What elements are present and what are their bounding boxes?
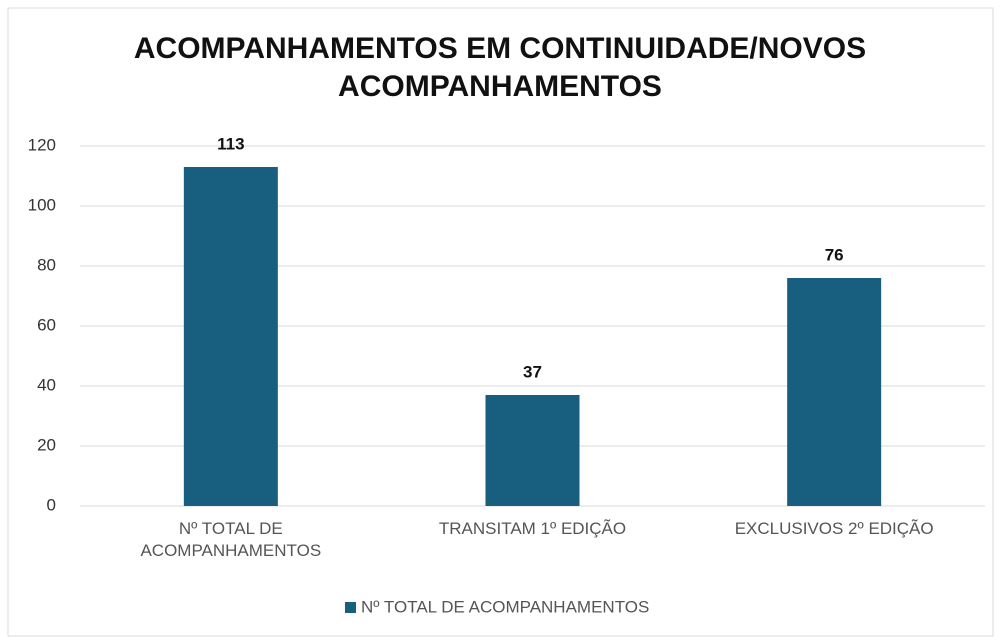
y-tick-label: 80 bbox=[37, 255, 56, 274]
y-tick-label: 100 bbox=[28, 195, 56, 214]
y-tick-label: 20 bbox=[37, 435, 56, 454]
legend-label: Nº TOTAL DE ACOMPANHAMENTOS bbox=[361, 597, 649, 616]
data-label: 113 bbox=[217, 134, 244, 153]
x-tick-label: Nº TOTAL DE ACOMPANHAMENTOS bbox=[140, 519, 322, 560]
y-tick-label: 60 bbox=[37, 315, 56, 334]
data-label: 76 bbox=[825, 245, 844, 264]
x-tick-label: TRANSITAM 1º EDIÇÃO bbox=[438, 519, 627, 538]
y-tick-label: 120 bbox=[28, 135, 56, 154]
chart-border bbox=[7, 7, 994, 637]
chart-title: ACOMPANHAMENTOS EM CONTINUIDADE/NOVOS AC… bbox=[133, 32, 867, 103]
legend-swatch bbox=[345, 602, 356, 613]
y-tick-label: 0 bbox=[47, 495, 56, 514]
bar bbox=[183, 167, 278, 506]
bar bbox=[787, 278, 882, 506]
data-label: 37 bbox=[523, 362, 542, 381]
bar bbox=[485, 395, 580, 506]
y-tick-label: 40 bbox=[37, 375, 56, 394]
x-tick-label: EXCLUSIVOS 2º EDIÇÃO bbox=[734, 519, 934, 538]
